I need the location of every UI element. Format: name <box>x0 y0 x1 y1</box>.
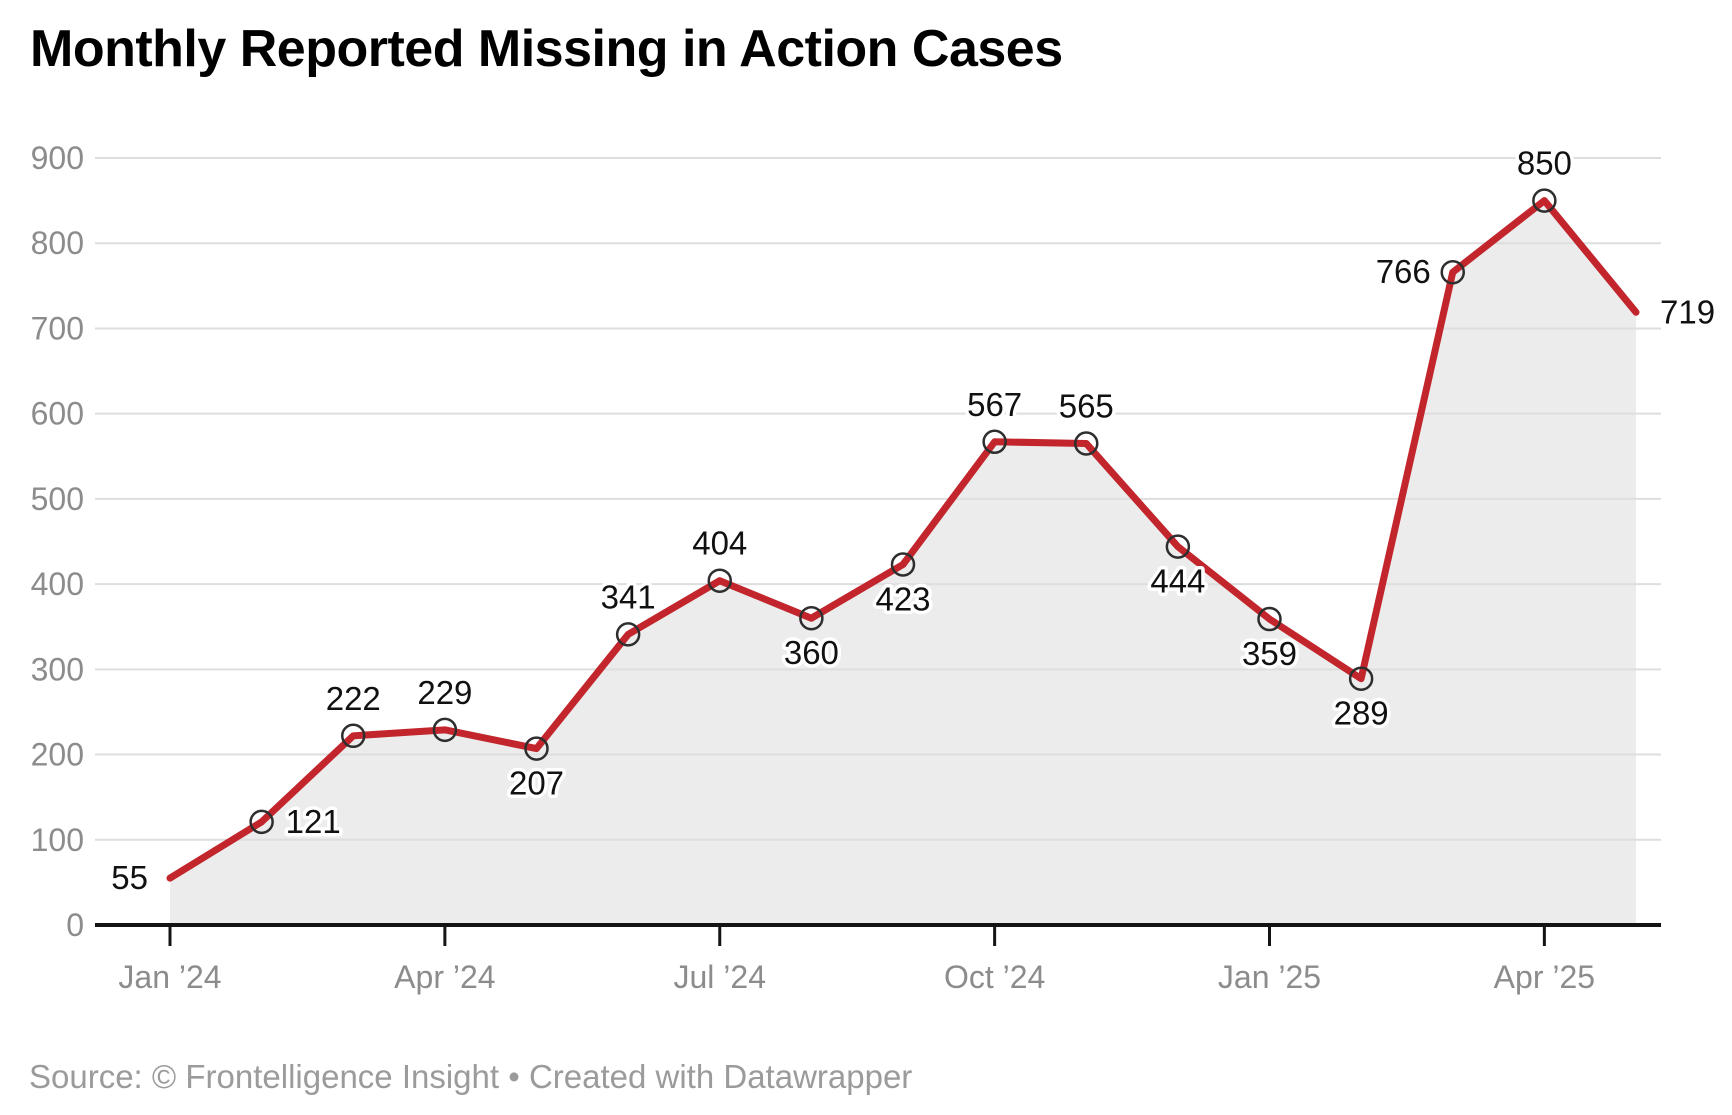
data-point-label: 565 <box>1059 387 1114 424</box>
y-tick-label: 900 <box>31 140 84 176</box>
data-point-marker <box>799 605 824 631</box>
data-point-label: 850 <box>1517 145 1572 182</box>
data-point-label: 289 <box>1334 695 1389 732</box>
data-point-label: 222 <box>326 680 381 717</box>
y-axis-labels: 0 100 200 300 400 500 600 700 800 900 <box>31 140 84 943</box>
data-point-marker <box>1532 188 1557 213</box>
y-tick-label: 800 <box>31 225 84 261</box>
x-tick-label: Apr ’24 <box>394 959 495 995</box>
data-point-marker <box>1165 534 1191 559</box>
data-point-label: 207 <box>509 765 564 802</box>
data-point-label: 444 <box>1150 563 1205 600</box>
y-tick-label: 600 <box>31 396 84 432</box>
data-point-marker <box>1440 259 1465 285</box>
data-point-marker <box>890 552 916 577</box>
data-point-label: 766 <box>1376 253 1431 290</box>
x-tick-label: Apr ’25 <box>1494 959 1595 995</box>
data-point-marker <box>524 736 549 761</box>
series-line <box>166 197 1640 882</box>
x-tick-label: Jan ’24 <box>118 959 221 995</box>
y-tick-label: 500 <box>31 481 84 517</box>
data-point-label: 229 <box>417 674 472 711</box>
data-point-label: 359 <box>1242 635 1297 672</box>
x-tick-label: Jul ’24 <box>674 959 767 995</box>
data-point-marker <box>707 568 732 593</box>
data-point-label: 404 <box>692 525 747 562</box>
data-point-label: 121 <box>286 803 341 840</box>
data-point-label: 360 <box>784 634 839 671</box>
data-point-label: 719 <box>1660 293 1715 330</box>
data-point-marker <box>249 809 274 835</box>
data-point-marker <box>1257 606 1282 632</box>
x-axis <box>95 923 1661 946</box>
x-tick-label: Jan ’25 <box>1218 959 1321 995</box>
data-point-marker <box>432 717 458 743</box>
source-attribution: Source: © Frontelligence Insight • Creat… <box>29 1058 913 1095</box>
data-point-marker <box>1074 431 1099 456</box>
y-tick-label: 0 <box>66 907 84 943</box>
data-labels: 55 121 222 229 207 341 404 360 423 567 565 444 359 28… <box>108 141 1719 900</box>
y-tick-label: 300 <box>31 651 84 687</box>
area-fill <box>170 200 1636 926</box>
point-markers <box>249 188 1557 835</box>
gridlines <box>95 157 1661 841</box>
y-tick-label: 400 <box>31 566 84 602</box>
chart-title: Monthly Reported Missing in Action Cases <box>30 20 1063 78</box>
data-point-marker <box>341 723 366 749</box>
data-point-label: 55 <box>111 859 148 896</box>
data-point-label: 423 <box>875 581 930 618</box>
data-point-marker <box>615 622 641 647</box>
data-point-label: 341 <box>601 578 656 615</box>
data-point-label: 567 <box>967 386 1022 423</box>
data-point-marker <box>1348 666 1374 691</box>
y-tick-label: 100 <box>31 822 84 858</box>
x-axis-labels: Jan ’24 Apr ’24 Jul ’24 Oct ’24 Jan ’25 Apr ’… <box>118 959 1595 995</box>
x-tick-label: Oct ’24 <box>944 959 1045 995</box>
y-tick-label: 700 <box>31 310 84 346</box>
data-point-marker <box>982 429 1007 455</box>
y-tick-label: 200 <box>31 737 84 773</box>
